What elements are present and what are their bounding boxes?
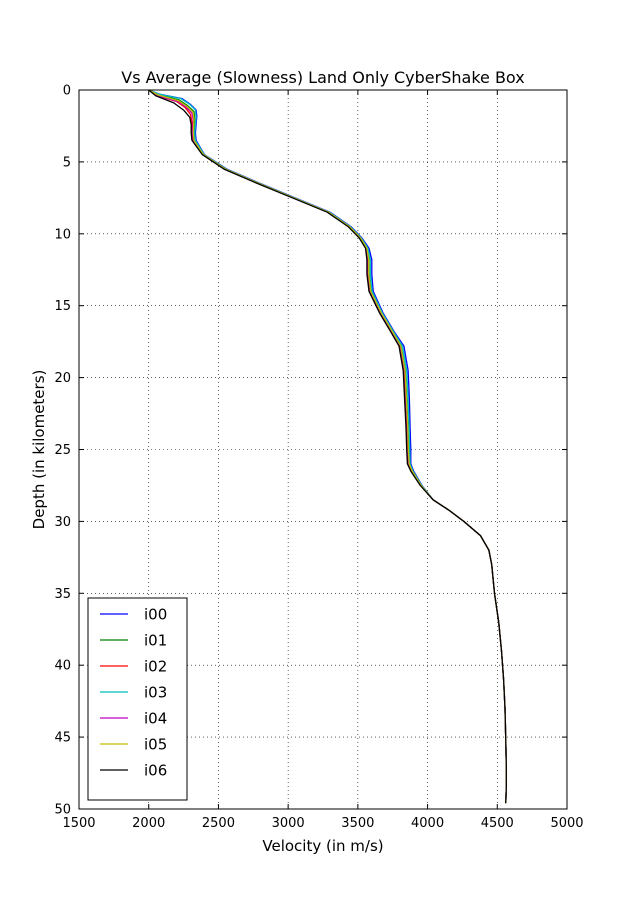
plot-series: [148, 89, 507, 804]
y-tick-label: 40: [54, 659, 71, 674]
legend-label-i00: i00: [144, 606, 167, 624]
y-tick-label: 0: [63, 84, 71, 99]
x-tick-label: 3500: [341, 816, 374, 831]
x-tick-label: 2500: [202, 816, 235, 831]
x-tick-label: 4000: [411, 816, 444, 831]
legend-label-i02: i02: [144, 658, 167, 676]
y-tick-label: 20: [54, 371, 71, 386]
axis-ticks: 1500 2000 2500 3000 3500 4000 4500 5000 0 5 10 15 20…: [54, 84, 583, 832]
chart-title: Vs Average (Slowness) Land Only CyberSha…: [121, 68, 524, 87]
grid: [79, 90, 567, 809]
legend-label-i01: i01: [144, 632, 167, 650]
y-tick-label: 35: [54, 587, 71, 602]
legend-label-i04: i04: [144, 710, 167, 728]
x-axis-label: Velocity (in m/s): [262, 837, 383, 855]
y-tick-label: 45: [54, 731, 71, 746]
x-tick-label: 3000: [272, 816, 305, 831]
legend-label-i03: i03: [144, 684, 167, 702]
y-tick-label: 25: [54, 443, 71, 458]
x-tick-label: 2000: [132, 816, 165, 831]
legend-frame: [87, 597, 188, 801]
legend-label-i05: i05: [144, 736, 167, 754]
x-tick-label: 5000: [550, 816, 583, 831]
y-tick-label: 10: [54, 227, 71, 242]
y-tick-label: 30: [54, 515, 71, 530]
y-axis-label: Depth (in kilometers): [30, 370, 48, 530]
series-line-i06: [148, 89, 507, 804]
x-tick-label: 1500: [62, 816, 95, 831]
legend-label-i06: i06: [144, 762, 167, 780]
y-tick-label: 5: [63, 155, 71, 170]
legend: i00 i01 i02 i03 i04 i05 i06: [87, 597, 188, 801]
x-tick-label: 4500: [481, 816, 514, 831]
y-tick-label: 50: [54, 803, 71, 818]
y-tick-label: 15: [54, 299, 71, 314]
